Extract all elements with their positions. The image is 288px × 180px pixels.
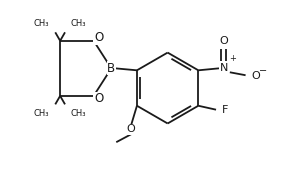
- Text: N: N: [220, 63, 228, 73]
- Text: O: O: [251, 71, 260, 81]
- Text: −: −: [259, 66, 268, 76]
- Text: O: O: [94, 92, 103, 105]
- Text: O: O: [94, 31, 103, 44]
- Text: O: O: [127, 124, 135, 134]
- Text: +: +: [229, 54, 236, 63]
- Text: CH₃: CH₃: [34, 109, 49, 118]
- Text: CH₃: CH₃: [34, 19, 49, 28]
- Text: CH₃: CH₃: [71, 19, 86, 28]
- Text: B: B: [107, 62, 115, 75]
- Text: F: F: [222, 105, 228, 115]
- Text: O: O: [219, 36, 228, 46]
- Text: CH₃: CH₃: [71, 109, 86, 118]
